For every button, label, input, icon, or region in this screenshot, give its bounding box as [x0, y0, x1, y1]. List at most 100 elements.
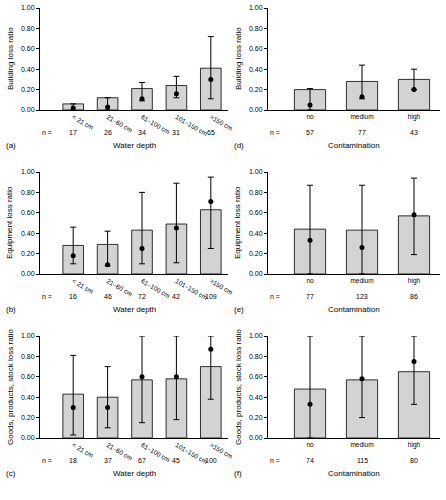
svg-text:1.00: 1.00	[249, 168, 263, 175]
svg-text:medium: medium	[350, 277, 373, 284]
svg-text:1.00: 1.00	[21, 332, 35, 339]
svg-text:1.00: 1.00	[249, 332, 263, 339]
svg-text:< 21 cm: < 21 cm	[71, 441, 95, 459]
svg-text:Building loss ratio: Building loss ratio	[6, 27, 15, 90]
svg-text:medium: medium	[350, 441, 373, 448]
svg-text:0.40: 0.40	[21, 394, 35, 401]
svg-text:77: 77	[306, 293, 314, 300]
svg-text:43: 43	[410, 129, 418, 136]
svg-text:0.40: 0.40	[21, 230, 35, 237]
svg-text:high: high	[408, 113, 421, 121]
svg-text:(d): (d)	[234, 141, 244, 150]
svg-text:1.00: 1.00	[21, 168, 35, 175]
svg-text:0.80: 0.80	[249, 353, 263, 360]
svg-text:21–60 cm: 21–60 cm	[105, 441, 133, 461]
svg-text:(a): (a)	[6, 141, 16, 150]
svg-text:0.60: 0.60	[21, 209, 35, 216]
svg-text:16: 16	[69, 293, 77, 300]
svg-text:72: 72	[138, 293, 146, 300]
svg-text:74: 74	[306, 457, 314, 464]
svg-text:0.00: 0.00	[21, 270, 35, 277]
svg-text:21–60 cm: 21–60 cm	[105, 113, 133, 133]
svg-text:26: 26	[104, 129, 112, 136]
svg-text:46: 46	[104, 293, 112, 300]
svg-text:101–150 cm: 101–150 cm	[174, 277, 208, 301]
svg-text:123: 123	[356, 293, 368, 300]
svg-text:0.20: 0.20	[21, 86, 35, 93]
svg-text:n =: n =	[42, 457, 52, 464]
svg-text:>150 cm: >150 cm	[209, 441, 234, 460]
svg-text:high: high	[408, 441, 421, 449]
svg-text:no: no	[306, 441, 314, 448]
svg-text:65: 65	[207, 129, 215, 136]
svg-text:0.60: 0.60	[21, 45, 35, 52]
svg-text:0.80: 0.80	[249, 189, 263, 196]
svg-text:(b): (b)	[6, 305, 16, 314]
svg-text:67: 67	[138, 457, 146, 464]
svg-text:101–150 cm: 101–150 cm	[174, 113, 208, 137]
svg-text:80: 80	[410, 457, 418, 464]
svg-text:0.00: 0.00	[249, 270, 263, 277]
svg-text:1.00: 1.00	[249, 4, 263, 11]
svg-text:Contamination: Contamination	[328, 141, 380, 150]
svg-text:0.20: 0.20	[21, 250, 35, 257]
svg-text:0.20: 0.20	[249, 414, 263, 421]
svg-text:0.00: 0.00	[21, 106, 35, 113]
svg-text:37: 37	[104, 457, 112, 464]
svg-text:< 21 cm: < 21 cm	[71, 277, 95, 295]
svg-text:Contamination: Contamination	[328, 305, 380, 314]
svg-text:n =: n =	[270, 129, 280, 136]
svg-text:0.40: 0.40	[249, 66, 263, 73]
svg-text:0.60: 0.60	[21, 373, 35, 380]
svg-text:n =: n =	[270, 293, 280, 300]
svg-text:< 21 cm: < 21 cm	[71, 113, 95, 131]
svg-text:34: 34	[138, 129, 146, 136]
svg-text:0.00: 0.00	[249, 106, 263, 113]
svg-text:Equipment loss ratio: Equipment loss ratio	[233, 186, 242, 259]
svg-text:0.80: 0.80	[21, 25, 35, 32]
svg-text:no: no	[306, 277, 314, 284]
svg-text:0.80: 0.80	[21, 353, 35, 360]
svg-text:Contamination: Contamination	[328, 469, 380, 478]
svg-text:n =: n =	[42, 293, 52, 300]
svg-text:31: 31	[172, 129, 180, 136]
svg-text:42: 42	[172, 293, 180, 300]
svg-text:0.20: 0.20	[249, 86, 263, 93]
svg-text:57: 57	[306, 129, 314, 136]
svg-text:0.40: 0.40	[21, 66, 35, 73]
svg-text:0.60: 0.60	[249, 209, 263, 216]
svg-text:(e): (e)	[234, 305, 244, 314]
svg-text:101–150 cm: 101–150 cm	[174, 441, 208, 465]
svg-text:Water depth: Water depth	[113, 305, 156, 314]
svg-text:18: 18	[69, 457, 77, 464]
svg-text:77: 77	[358, 129, 366, 136]
svg-text:Water depth: Water depth	[113, 141, 156, 150]
svg-text:0.60: 0.60	[249, 373, 263, 380]
svg-text:(c): (c)	[6, 469, 16, 478]
svg-text:1.00: 1.00	[21, 4, 35, 11]
svg-text:>150 cm: >150 cm	[209, 277, 234, 296]
svg-text:17: 17	[69, 129, 77, 136]
svg-text:0.80: 0.80	[249, 25, 263, 32]
svg-text:medium: medium	[350, 113, 373, 120]
svg-text:0.40: 0.40	[249, 394, 263, 401]
svg-text:>150 cm: >150 cm	[209, 113, 234, 132]
svg-text:61–100 cm: 61–100 cm	[140, 277, 171, 299]
svg-text:no: no	[306, 113, 314, 120]
svg-text:21–60 cm: 21–60 cm	[105, 277, 133, 297]
svg-text:Equipment loss ratio: Equipment loss ratio	[5, 186, 14, 259]
svg-text:0.20: 0.20	[21, 414, 35, 421]
svg-text:0.60: 0.60	[249, 45, 263, 52]
svg-text:Goods, products, stock loss ra: Goods, products, stock loss ratio	[6, 328, 15, 445]
svg-text:115: 115	[357, 457, 368, 464]
svg-text:86: 86	[410, 293, 418, 300]
svg-text:Goods, products, stock loss ra: Goods, products, stock loss ratio	[234, 328, 243, 445]
svg-text:45: 45	[172, 457, 180, 464]
svg-text:109: 109	[205, 293, 217, 300]
svg-text:n =: n =	[270, 457, 280, 464]
svg-text:61–100 cm: 61–100 cm	[140, 441, 171, 463]
svg-text:100: 100	[205, 457, 217, 464]
svg-text:(f): (f)	[234, 469, 242, 478]
svg-text:Water depth: Water depth	[113, 469, 156, 478]
svg-text:0.20: 0.20	[249, 250, 263, 257]
